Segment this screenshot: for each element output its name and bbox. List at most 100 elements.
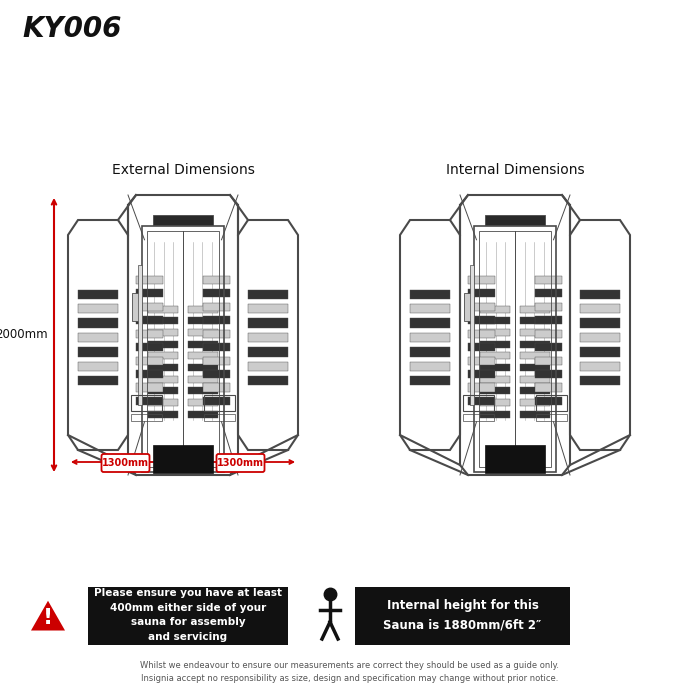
Bar bbox=[484, 445, 545, 473]
Bar bbox=[148, 305, 178, 312]
Bar bbox=[203, 356, 230, 365]
Text: Internal height for this
Sauna is 1880mm/6ft 2″: Internal height for this Sauna is 1880mm… bbox=[384, 599, 542, 631]
Bar bbox=[535, 384, 562, 391]
Bar bbox=[468, 343, 495, 351]
Text: 1300mm: 1300mm bbox=[217, 458, 264, 468]
Bar bbox=[355, 587, 570, 645]
Bar bbox=[519, 352, 550, 359]
Bar bbox=[519, 341, 550, 348]
Bar bbox=[78, 304, 118, 314]
Bar bbox=[248, 332, 288, 342]
Bar bbox=[535, 356, 562, 365]
Bar bbox=[519, 376, 550, 383]
Bar bbox=[188, 364, 218, 371]
Bar bbox=[410, 304, 450, 314]
Bar bbox=[468, 370, 495, 378]
Bar bbox=[148, 352, 178, 359]
Bar bbox=[248, 376, 288, 386]
Bar bbox=[203, 397, 230, 405]
Bar bbox=[480, 387, 510, 394]
Bar bbox=[188, 341, 218, 348]
Bar bbox=[78, 376, 118, 386]
Bar bbox=[148, 329, 178, 336]
Bar bbox=[136, 397, 163, 405]
Bar bbox=[468, 276, 495, 284]
Bar bbox=[480, 317, 510, 324]
Bar bbox=[148, 341, 178, 348]
FancyBboxPatch shape bbox=[102, 454, 150, 472]
Bar bbox=[535, 397, 562, 405]
Bar bbox=[535, 343, 562, 351]
Bar bbox=[474, 226, 556, 472]
Text: KY006: KY006 bbox=[22, 15, 121, 43]
Bar bbox=[468, 356, 495, 365]
Bar bbox=[78, 318, 118, 328]
Bar bbox=[480, 399, 510, 406]
Text: 2000mm: 2000mm bbox=[0, 328, 48, 342]
Bar bbox=[203, 330, 230, 338]
Bar bbox=[148, 387, 178, 394]
Bar bbox=[88, 587, 288, 645]
Bar bbox=[188, 387, 218, 394]
Bar bbox=[535, 276, 562, 284]
Bar bbox=[480, 305, 510, 312]
Bar bbox=[468, 330, 495, 338]
Bar bbox=[580, 332, 620, 342]
Bar bbox=[204, 414, 235, 421]
Bar bbox=[203, 276, 230, 284]
Bar bbox=[535, 370, 562, 378]
Bar bbox=[519, 411, 550, 418]
Bar bbox=[519, 387, 550, 394]
Bar bbox=[78, 347, 118, 356]
Bar bbox=[203, 289, 230, 298]
Bar bbox=[136, 384, 163, 391]
Bar bbox=[410, 290, 450, 299]
Bar bbox=[153, 215, 214, 225]
Bar bbox=[136, 289, 163, 298]
Bar bbox=[136, 356, 163, 365]
Bar bbox=[248, 362, 288, 371]
Bar bbox=[204, 395, 235, 411]
Bar bbox=[463, 395, 494, 411]
Bar bbox=[248, 304, 288, 314]
Bar bbox=[580, 318, 620, 328]
Bar bbox=[468, 303, 495, 311]
Bar bbox=[410, 332, 450, 342]
Bar bbox=[410, 347, 450, 356]
Bar bbox=[463, 414, 494, 421]
Bar bbox=[78, 362, 118, 371]
Bar bbox=[136, 276, 163, 284]
Bar bbox=[147, 231, 219, 467]
Bar bbox=[138, 265, 141, 405]
Bar bbox=[468, 289, 495, 298]
Bar bbox=[468, 384, 495, 391]
Bar bbox=[132, 293, 140, 321]
Bar bbox=[535, 316, 562, 324]
Polygon shape bbox=[28, 597, 68, 632]
Bar bbox=[248, 318, 288, 328]
Bar bbox=[535, 303, 562, 311]
Bar bbox=[580, 376, 620, 386]
Bar bbox=[410, 318, 450, 328]
Bar bbox=[78, 290, 118, 299]
Text: Whilst we endeavour to ensure our measurements are correct they should be used a: Whilst we endeavour to ensure our measur… bbox=[141, 662, 559, 682]
Bar bbox=[248, 290, 288, 299]
Bar bbox=[188, 411, 218, 418]
Bar bbox=[480, 364, 510, 371]
Bar bbox=[136, 303, 163, 311]
Bar bbox=[480, 376, 510, 383]
Bar bbox=[480, 411, 510, 418]
Bar bbox=[203, 303, 230, 311]
Bar bbox=[203, 384, 230, 391]
Bar bbox=[480, 352, 510, 359]
Bar bbox=[580, 304, 620, 314]
Bar bbox=[468, 397, 495, 405]
Bar bbox=[148, 317, 178, 324]
Bar bbox=[188, 376, 218, 383]
Bar bbox=[188, 317, 218, 324]
Bar bbox=[535, 330, 562, 338]
Bar bbox=[484, 215, 545, 225]
Bar bbox=[535, 289, 562, 298]
Bar bbox=[519, 317, 550, 324]
Bar bbox=[536, 395, 567, 411]
